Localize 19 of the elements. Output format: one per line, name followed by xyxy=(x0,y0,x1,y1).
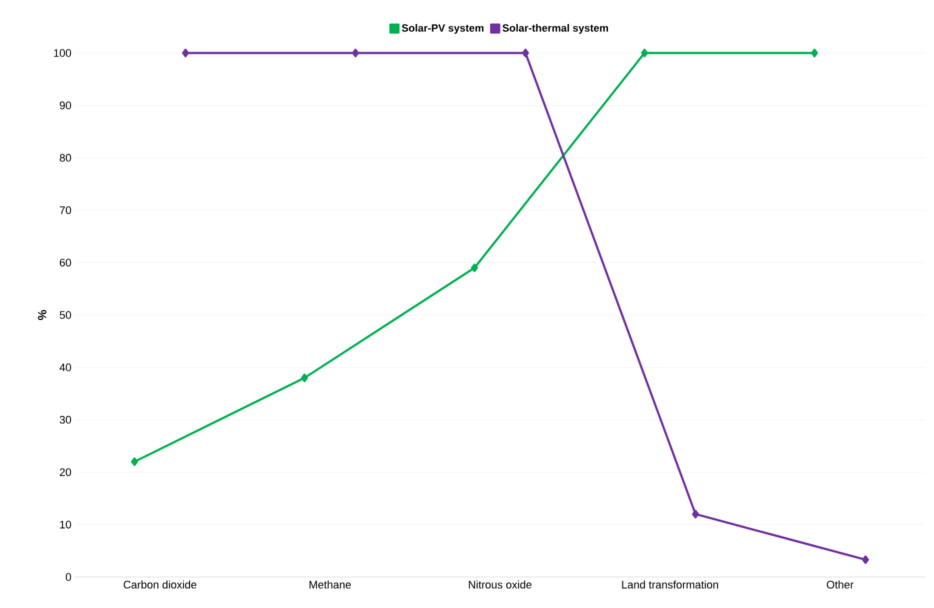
y-tick-label: 70 xyxy=(60,206,72,214)
x-tick-label: Methane xyxy=(310,580,351,589)
y-tick-label: 60 xyxy=(60,258,72,266)
y-tick-label: 20 xyxy=(60,468,72,476)
x-tick-label: Nitrous oxide xyxy=(468,580,532,589)
x-tick-label: Carbon dioxide xyxy=(124,580,196,589)
legend-label: Solar-PV system xyxy=(402,24,484,34)
legend-label: Solar-thermal system xyxy=(502,24,608,34)
y-tick-label: 80 xyxy=(60,154,72,162)
x-tick-label: Land transformation xyxy=(622,580,718,589)
y-tick-label: 40 xyxy=(60,364,72,372)
x-tick-label: Other xyxy=(826,580,854,589)
y-tick-label: 0 xyxy=(66,573,72,581)
y-tick-label: 90 xyxy=(60,102,72,110)
y-axis-title: % xyxy=(38,310,46,320)
y-tick-label: 50 xyxy=(60,311,72,319)
y-tick-label: 30 xyxy=(60,416,72,424)
y-tick-label: 10 xyxy=(60,520,72,528)
y-tick-label: 100 xyxy=(54,49,72,57)
